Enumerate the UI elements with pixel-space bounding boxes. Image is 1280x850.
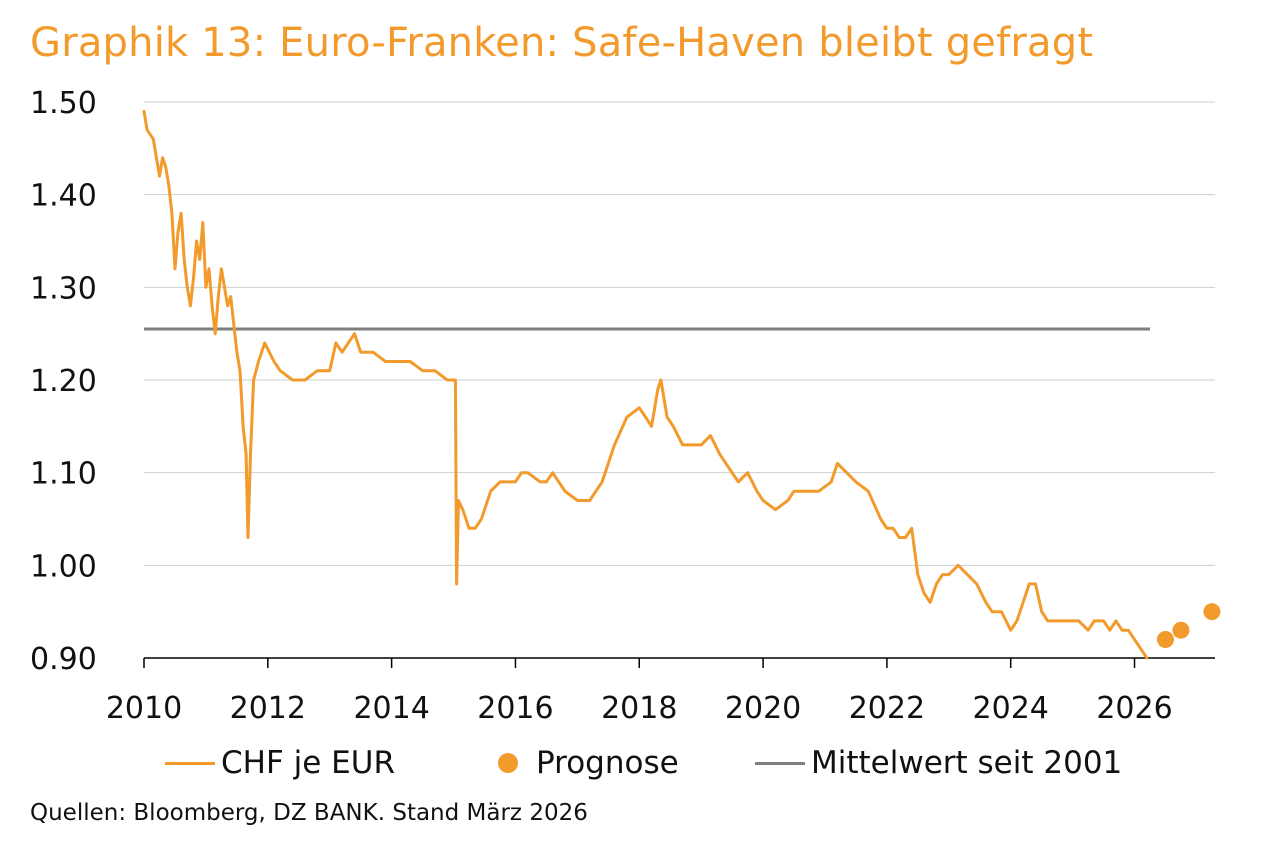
legend: CHF je EUR Prognose Mittelwert seit 2001 [0, 738, 1280, 788]
y-tick-label: 1.50 [30, 86, 97, 121]
legend-item-prognose: Prognose [498, 738, 679, 788]
series-layer [142, 109, 1221, 660]
source-note: Quellen: Bloomberg, DZ BANK. Stand März … [30, 800, 588, 826]
x-tick-label: 2014 [353, 691, 429, 726]
prognose-point [1203, 603, 1221, 621]
legend-item-chf-je-eur: CHF je EUR [165, 738, 395, 788]
x-tick-label: 2010 [106, 691, 182, 726]
legend-item-mittelwert: Mittelwert seit 2001 [755, 738, 1122, 788]
x-tick-label: 2024 [973, 691, 1049, 726]
y-axis-labels: 1.50 1.40 1.30 1.20 1.10 1.00 0.90 [30, 86, 97, 677]
x-tick-label: 2020 [725, 691, 801, 726]
legend-label: Mittelwert seit 2001 [811, 745, 1123, 781]
legend-label: Prognose [536, 745, 679, 781]
y-tick-label: 1.30 [30, 271, 97, 306]
chf-je-eur-line [142, 109, 1149, 660]
prognose-point [1172, 621, 1190, 639]
legend-label: CHF je EUR [221, 745, 395, 781]
x-axis-labels: 2010 2012 2014 2016 2018 2020 2022 2024 2026 [106, 691, 1173, 726]
legend-line-swatch [755, 761, 805, 765]
legend-line-swatch [165, 761, 215, 765]
prognose-point [1156, 630, 1174, 648]
x-tick-label: 2016 [477, 691, 553, 726]
chart-title: Graphik 13: Euro-Franken: Safe-Haven ble… [30, 20, 1094, 66]
y-tick-label: 1.40 [30, 179, 97, 214]
x-tick-label: 2012 [230, 691, 306, 726]
x-tick-label: 2022 [849, 691, 925, 726]
x-tick-label: 2026 [1096, 691, 1172, 726]
y-tick-label: 0.90 [30, 642, 97, 677]
y-tick-label: 1.10 [30, 457, 97, 492]
gridlines [144, 101, 1215, 566]
x-axis [143, 657, 1215, 668]
x-tick-label: 2018 [601, 691, 677, 726]
y-tick-label: 1.00 [30, 549, 97, 584]
y-tick-label: 1.20 [30, 364, 97, 399]
legend-dot-swatch [498, 753, 518, 773]
